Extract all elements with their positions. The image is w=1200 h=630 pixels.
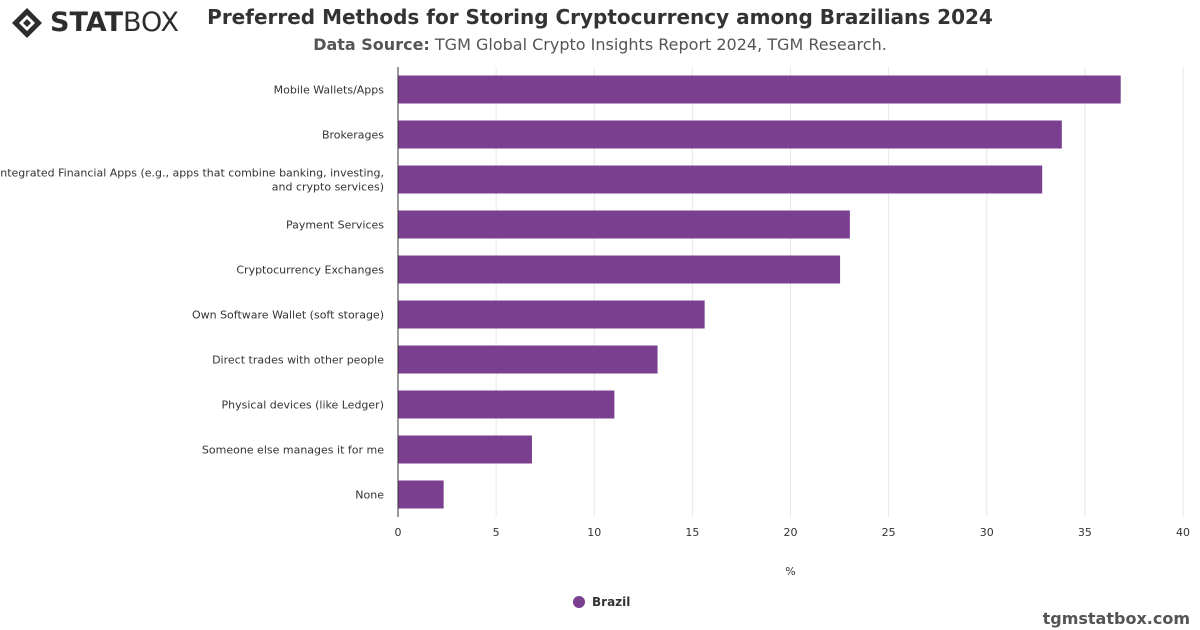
source-text: TGM Global Crypto Insights Report 2024, … <box>434 35 887 54</box>
statbox-logo: STATBOX <box>10 6 180 40</box>
bar[interactable] <box>398 255 841 284</box>
y-category-label: Integrated Financial Apps (e.g., apps th… <box>0 167 384 180</box>
y-category-label: Someone else manages it for me <box>202 444 384 457</box>
y-category-label: None <box>355 489 384 502</box>
y-category-label: Own Software Wallet (soft storage) <box>192 309 384 322</box>
x-tick-label: 15 <box>685 526 699 539</box>
bar[interactable] <box>398 120 1062 149</box>
site-credit[interactable]: tgmstatbox.com <box>1042 609 1190 628</box>
bar[interactable] <box>398 345 658 374</box>
legend[interactable]: Brazil <box>573 594 630 610</box>
x-tick-label: 5 <box>493 526 500 539</box>
y-category-label: Brokerages <box>322 129 384 142</box>
bar[interactable] <box>398 300 705 329</box>
x-tick-label: 30 <box>980 526 994 539</box>
y-category-label: Physical devices (like Ledger) <box>222 399 385 412</box>
bar[interactable] <box>398 210 850 239</box>
bar[interactable] <box>398 165 1043 194</box>
bar[interactable] <box>398 480 444 509</box>
x-tick-label: 20 <box>784 526 798 539</box>
statbox-logo-icon <box>12 8 42 38</box>
source-label: Data Source: <box>313 35 430 54</box>
x-axis-title: % <box>785 565 795 578</box>
x-tick-label: 10 <box>587 526 601 539</box>
x-tick-label: 35 <box>1078 526 1092 539</box>
x-tick-label: 40 <box>1176 526 1190 539</box>
x-tick-label: 0 <box>395 526 402 539</box>
y-category-label: Mobile Wallets/Apps <box>274 84 385 97</box>
bar[interactable] <box>398 75 1121 104</box>
y-category-label: Direct trades with other people <box>212 354 384 367</box>
bar[interactable] <box>398 390 615 419</box>
chart-title: Preferred Methods for Storing Cryptocurr… <box>207 5 993 29</box>
chart-subtitle: Data Source: TGM Global Crypto Insights … <box>0 35 1200 54</box>
y-category-label: Cryptocurrency Exchanges <box>236 264 384 277</box>
legend-label-brazil: Brazil <box>592 595 631 609</box>
legend-marker-brazil <box>573 596 585 608</box>
logo-wordmark: STATBOX <box>50 7 180 38</box>
y-category-label: Payment Services <box>286 219 384 232</box>
x-tick-label: 25 <box>882 526 896 539</box>
y-category-label: and crypto services) <box>272 181 384 194</box>
bar[interactable] <box>398 435 532 464</box>
